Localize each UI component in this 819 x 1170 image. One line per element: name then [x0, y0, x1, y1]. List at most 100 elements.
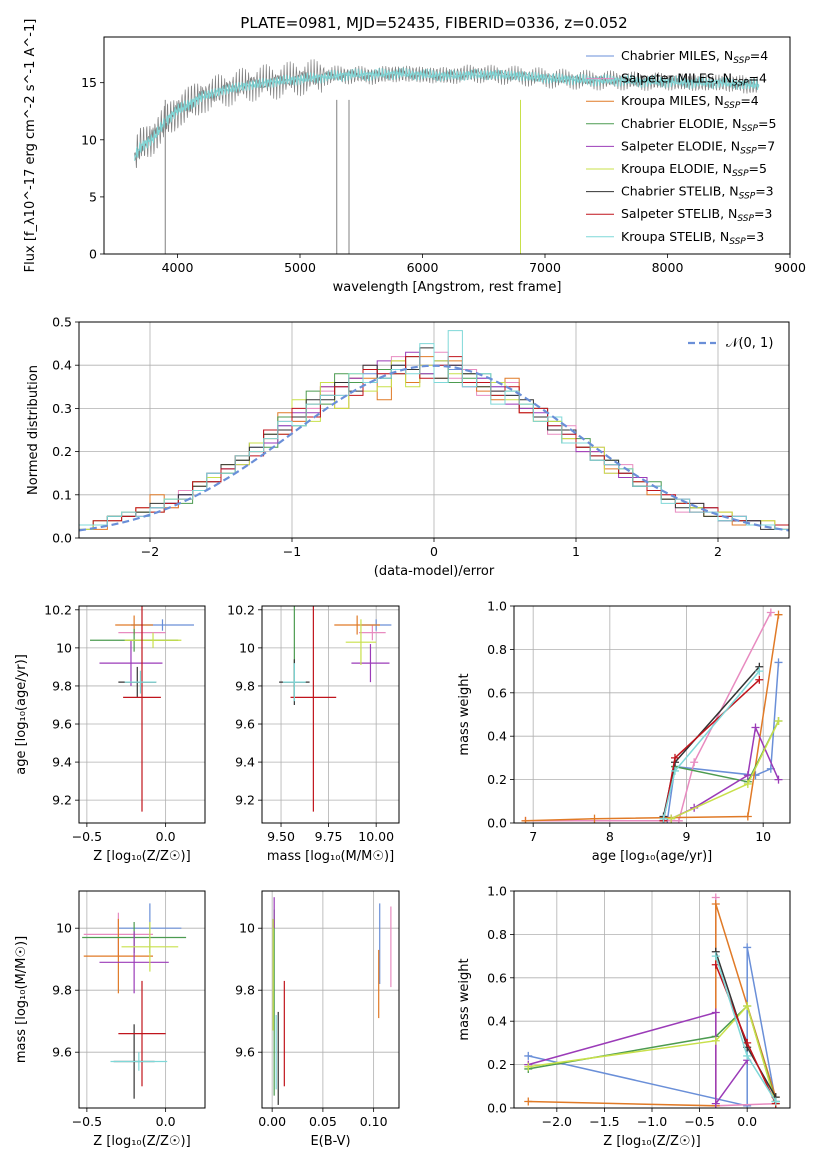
y-tick-label: 0.6 — [487, 970, 507, 985]
y-axis-label: mass weight — [457, 958, 472, 1040]
panel-massweight_vs_age: 7 8 9 10 0.0 0.2 0.4 0.6 0.8 1.0 age [log₁₀(age/yr… — [457, 599, 791, 864]
y-tick-label: 0.4 — [52, 358, 72, 373]
x-tick-label: 0.05 — [309, 1114, 337, 1129]
gaussian-curve — [79, 364, 789, 532]
y-tick-label: 1.0 — [487, 884, 507, 899]
x-tick-label: 0.10 — [360, 1114, 388, 1129]
weight-marker — [755, 675, 764, 684]
panel-mass_vs_Z: −0.5 0.0 9.6 9.8 10 Z [log₁₀(Z/Z☉)] mass [log₁… — [14, 890, 206, 1149]
y-tick-label: 9.6 — [235, 1045, 255, 1060]
legend: Chabrier MILES, NSSP=4 Salpeter MILES, NS… — [586, 48, 776, 247]
x-tick-label: 2 — [714, 544, 722, 559]
y-tick-label: 0.0 — [487, 816, 507, 831]
y-tick-label: 10.2 — [44, 602, 72, 617]
weight-marker — [524, 1051, 533, 1060]
panel-massweight_vs_Z: −2.0 −1.5 −1.0 −0.5 0.0 0.0 0.2 0.4 0.6 0.8 1.0 Z [… — [457, 884, 791, 1149]
x-tick-label: 9000 — [774, 260, 806, 275]
weight-marker — [659, 814, 668, 823]
weight-marker — [774, 658, 783, 667]
figure-title: PLATE=0981, MJD=52435, FIBERID=0336, z=0… — [240, 14, 627, 32]
y-tick-label: 9.4 — [235, 755, 255, 770]
weight-marker — [711, 952, 720, 961]
weight-marker — [774, 717, 783, 726]
y-tick-label: 10 — [239, 640, 255, 655]
axes-frame — [78, 605, 206, 824]
weight-marker — [711, 1008, 720, 1017]
weight-marker — [743, 1002, 752, 1011]
y-tick-label: 9.6 — [52, 717, 72, 732]
spectrum-line-0 — [134, 59, 760, 169]
x-axis-label: mass [log₁₀(M/M☉)] — [267, 849, 394, 864]
weight-marker — [743, 779, 752, 788]
x-tick-label: −0.5 — [72, 829, 102, 844]
y-tick-label: 0.8 — [487, 927, 507, 942]
weight-marker — [671, 753, 679, 762]
x-tick-label: 10 — [755, 829, 771, 844]
x-tick-label: 9.50 — [267, 829, 295, 844]
x-tick-label: −0.5 — [72, 1114, 102, 1129]
legend-label: Kroupa MILES, NSSP=4 — [621, 93, 759, 111]
spectrum-line-1 — [134, 67, 760, 161]
x-tick-label: −2 — [141, 544, 159, 559]
axes-frame — [261, 890, 400, 1109]
y-tick-label: 0.2 — [487, 1057, 507, 1072]
x-axis-label: age [log₁₀(age/yr)] — [592, 849, 713, 864]
x-axis-label: E(B-V) — [310, 1134, 350, 1149]
y-tick-label: 0.4 — [487, 1014, 507, 1029]
x-tick-label: 0.0 — [156, 1114, 176, 1129]
x-axis-label: Z [log₁₀(Z/Z☉)] — [603, 1134, 700, 1149]
y-tick-label: 1.0 — [487, 599, 507, 614]
x-axis-label: Z [log₁₀(Z/Z☉)] — [93, 1134, 190, 1149]
y-tick-label: 0.2 — [487, 772, 507, 787]
x-tick-label: 8 — [606, 829, 614, 844]
x-tick-label: 7000 — [529, 260, 561, 275]
y-tick-label: 0.5 — [52, 315, 72, 330]
panel-age_vs_mass: 9.50 9.75 10.00 9.2 9.4 9.6 9.8 10 10.2 mass [log… — [227, 602, 400, 864]
x-axis-label: (data-model)/error — [374, 564, 495, 579]
y-axis-label: mass [log₁₀(M/M☉)] — [14, 936, 29, 1063]
x-tick-label: −1.0 — [637, 1114, 667, 1129]
x-tick-label: −2.0 — [542, 1114, 572, 1129]
weight-marker — [690, 758, 699, 767]
y-tick-label: 10.2 — [227, 602, 255, 617]
weight-marker — [711, 1099, 720, 1108]
legend-label: Salpeter STELIB, NSSP=3 — [621, 206, 772, 224]
plot-area — [279, 606, 392, 812]
weight-marker — [667, 814, 676, 823]
legend-label: Chabrier MILES, NSSP=4 — [621, 48, 768, 66]
x-tick-label: 6000 — [407, 260, 439, 275]
weight-line-2 — [528, 903, 777, 1107]
weight-marker — [524, 1062, 533, 1071]
x-tick-label: −1.5 — [589, 1114, 619, 1129]
x-tick-label: 0.0 — [156, 829, 176, 844]
weight-line-0 — [528, 947, 777, 1107]
y-axis-label: Flux [f_λ10^-17 erg cm^-2 s^-1 A^-1] — [23, 19, 38, 273]
x-tick-label: 8000 — [652, 260, 684, 275]
y-tick-label: 9.2 — [52, 793, 72, 808]
weight-marker — [590, 814, 599, 823]
weight-marker — [743, 943, 752, 952]
panel-spectrum: Chabrier MILES, NSSP=4 Salpeter MILES, NS… — [23, 19, 806, 295]
weight-line-2 — [525, 614, 780, 822]
weight-marker — [671, 766, 679, 775]
weight-marker — [524, 1097, 533, 1106]
weight-line-5 — [528, 1004, 777, 1104]
panel-age_vs_Z: −0.5 0.0 9.2 9.4 9.6 9.8 10 10.2 Z [log₁₀(Z/Z☉)]… — [14, 602, 206, 864]
histogram-step-8 — [79, 330, 789, 530]
y-tick-label: 10 — [56, 640, 72, 655]
x-tick-label: −1 — [283, 544, 301, 559]
weight-marker — [711, 900, 720, 909]
x-tick-label: 9.75 — [315, 829, 343, 844]
x-axis-label: wavelength [Angstrom, rest frame] — [333, 280, 562, 295]
panel-residuals: 𝒩(0, 1) −2 −1 0 1 2 0.0 0.1 0.2 0.3 0.4 0.5 (data-mo… — [26, 315, 790, 579]
legend-label: Chabrier STELIB, NSSP=3 — [621, 184, 774, 202]
weight-marker — [743, 1038, 752, 1047]
x-tick-label: 0.00 — [258, 1114, 286, 1129]
y-tick-label: 9.8 — [52, 678, 72, 693]
plot-area — [524, 893, 780, 1108]
y-axis-label: Normed distribution — [26, 365, 41, 495]
x-tick-label: 0 — [430, 544, 438, 559]
x-axis-label: Z [log₁₀(Z/Z☉)] — [93, 849, 190, 864]
x-tick-label: −0.5 — [684, 1114, 714, 1129]
